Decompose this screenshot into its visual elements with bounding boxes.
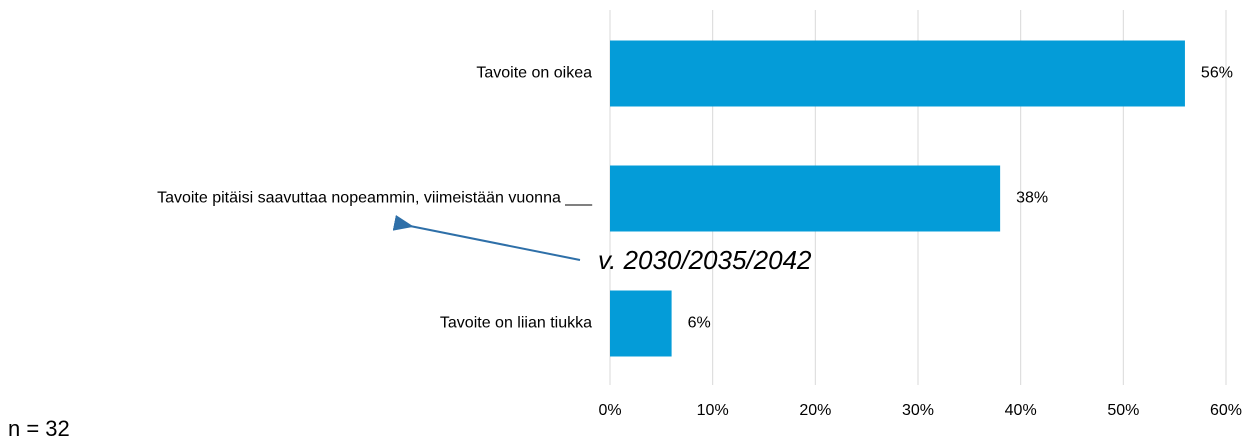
annotation-arrow [392,215,581,261]
x-tick-label: 30% [902,402,934,419]
x-tick-label: 0% [598,402,621,419]
y-tick-label: Tavoite pitäisi saavuttaa nopeammin, vii… [157,190,593,207]
x-tick-label: 10% [697,402,729,419]
value-label: 56% [1201,65,1233,82]
x-tick-label: 50% [1107,402,1139,419]
bar [610,40,1185,107]
y-tick-label: Tavoite on oikea [476,65,592,82]
note: n = 32 [8,416,70,440]
bar [610,165,1001,232]
annotation: v. 2030/2035/2042 [598,245,812,275]
value-label: 38% [1016,190,1048,207]
bar [610,290,672,357]
x-tick-label: 20% [799,402,831,419]
x-tick-label: 40% [1005,402,1037,419]
x-tick-label: 60% [1210,402,1242,419]
y-tick-label: Tavoite on liian tiukka [440,315,592,332]
value-label: 6% [688,315,711,332]
